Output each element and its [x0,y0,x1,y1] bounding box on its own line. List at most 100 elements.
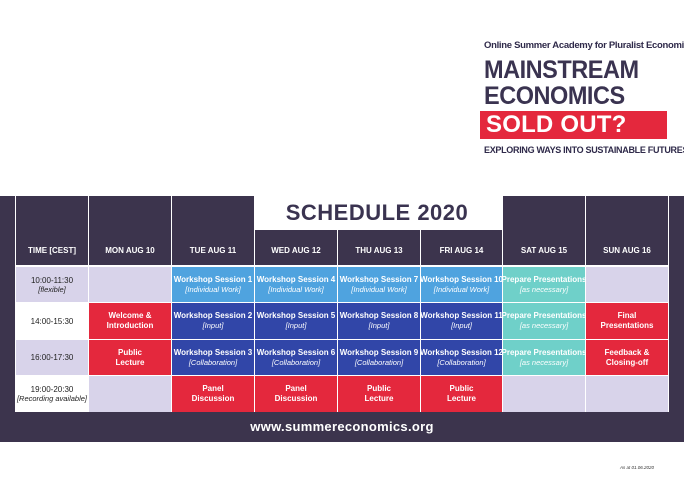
event-title: Workshop Session 11 [420,311,503,320]
schedule-title: SCHEDULE 2020 [285,200,469,225]
event-subtitle: [Individual Work] [185,284,241,294]
time-slot: 14:00-15:30 [16,303,88,339]
as-of-date: As at 01.06.2020 [620,465,655,470]
column-header-label: SAT AUG 15 [520,246,568,255]
empty-cell [503,376,585,412]
website-url[interactable]: www.summereconomics.org [0,412,684,442]
event-cell: Workshop Session 10 [Individual Work] [420,267,503,302]
title-line-2: ECONOMICS [484,82,625,110]
event-title: Workshop Session 10 [420,274,503,284]
event-subtitle: [Individual Work] [268,284,324,294]
event-title: Prepare Presentations [501,274,587,284]
empty-cell [586,376,668,412]
event-title: Workshop Session 5 [256,311,336,320]
event-subtitle: [Individual Work] [351,284,407,294]
event-title: Panel [202,384,224,393]
sold-out-banner: SOLD OUT? [480,111,667,139]
column-header-label: SUN AUG 16 [603,246,651,255]
event-subtitle: [Input] [368,321,390,330]
empty-cell [586,267,668,302]
column-header: FRI AUG 14 [421,230,502,265]
event-title: Workshop Session 3 [173,347,253,357]
column-header: WED AUG 12 [255,230,337,265]
event-subtitle: [Individual Work] [433,284,490,294]
event-title: Panel [285,384,307,393]
frame-right [669,196,684,442]
event-title: Feedback & [604,347,650,357]
column-header: MON AUG 10 [89,196,171,265]
event-subtitle: Discussion [191,394,235,403]
event-title: Public [366,384,391,393]
event-title: Workshop Session 6 [256,347,336,357]
event-cell: Workshop Session 2 [Input] [172,303,254,339]
event-subtitle: [Collaboration] [437,357,486,367]
event-subtitle: Lecture [447,394,476,403]
event-cell: Workshop Session 1 [Individual Work] [172,267,254,302]
event-subtitle: [Input] [451,321,472,330]
column-header-label: THU AUG 13 [355,246,403,255]
empty-cell [89,376,171,412]
column-header-label: TUE AUG 11 [189,246,237,255]
column-header: THU AUG 13 [338,230,420,265]
event-title: Welcome & [108,311,152,320]
time-range: 14:00-15:30 [30,316,74,326]
frame-left [0,196,15,442]
event-cell: Workshop Session 6 [Collaboration] [255,340,337,375]
event-cell: Workshop Session 3 [Collaboration] [172,340,254,375]
event-title: Workshop Session 1 [173,274,253,284]
event-subtitle: [Collaboration] [354,357,404,367]
event-cell: Welcome & Introduction [89,303,171,339]
brand-block: Online Summer Academy for Pluralist Econ… [480,40,684,155]
time-slot: 16:00-17:30 [16,340,88,375]
event-cell: Prepare Presentations [as necessary] [501,267,587,302]
event-title: Workshop Session 12 [420,347,503,357]
time-slot: 10:00-11:30 [flexible] [16,267,88,302]
tagline: EXPLORING WAYS INTO SUSTAINABLE FUTURES [484,145,684,155]
event-subtitle: Discussion [274,394,318,403]
event-subtitle: [as necessary] [519,321,569,330]
event-cell: Workshop Session 4 [Individual Work] [255,267,337,302]
column-header: SAT AUG 15 [503,196,585,265]
event-title: Workshop Session 9 [339,347,419,357]
event-cell: Feedback & Closing-off [586,340,668,375]
title-line-1: MAINSTREAM [484,56,639,84]
event-title: Public [449,384,474,393]
event-subtitle: Lecture [364,394,394,403]
event-cell: Public Lecture [421,376,502,412]
event-cell: Public Lecture [338,376,420,412]
academy-name: Online Summer Academy for Pluralist Econ… [484,40,684,51]
event-cell: Panel Discussion [172,376,254,412]
event-subtitle: Closing-off [605,357,649,367]
column-header-label: MON AUG 10 [105,246,155,255]
column-header: TIME [CEST] [16,196,88,265]
event-title: Workshop Session 2 [173,311,253,320]
event-subtitle: [Collaboration] [188,357,238,367]
event-subtitle: Introduction [106,321,154,330]
event-cell: Prepare Presentations [as necessary] [501,303,587,339]
event-title: Workshop Session 4 [256,274,336,284]
empty-cell [89,267,171,302]
event-cell: Panel Discussion [255,376,337,412]
event-subtitle: Presentations [600,321,654,330]
time-range: 16:00-17:30 [30,353,74,362]
event-title: Workshop Session 8 [339,311,419,320]
event-cell: Prepare Presentations [as necessary] [502,340,586,375]
event-cell: Workshop Session 9 [Collaboration] [338,340,420,375]
event-subtitle: [Collaboration] [271,357,321,367]
event-cell: Public Lecture [89,340,171,375]
event-title: Final [617,311,637,320]
time-note: [Recording available] [16,394,88,403]
event-cell: Workshop Session 7 [Individual Work] [338,267,420,302]
column-header-label: TIME [CEST] [28,246,76,255]
event-cell: Workshop Session 12 [Collaboration] [420,340,503,375]
event-cell: Workshop Session 5 [Input] [255,303,337,339]
column-header-label: FRI AUG 14 [439,246,484,255]
event-cell: Workshop Session 8 [Input] [338,303,420,339]
time-range: 19:00-20:30 [30,385,74,394]
time-range: 10:00-11:30 [30,275,74,285]
time-note: [flexible] [38,284,66,294]
event-title: Workshop Session 7 [339,274,419,284]
time-slot: 19:00-20:30 [Recording available] [16,376,88,412]
event-title: Prepare Presentations [501,311,587,320]
column-header-label: WED AUG 12 [271,246,321,255]
